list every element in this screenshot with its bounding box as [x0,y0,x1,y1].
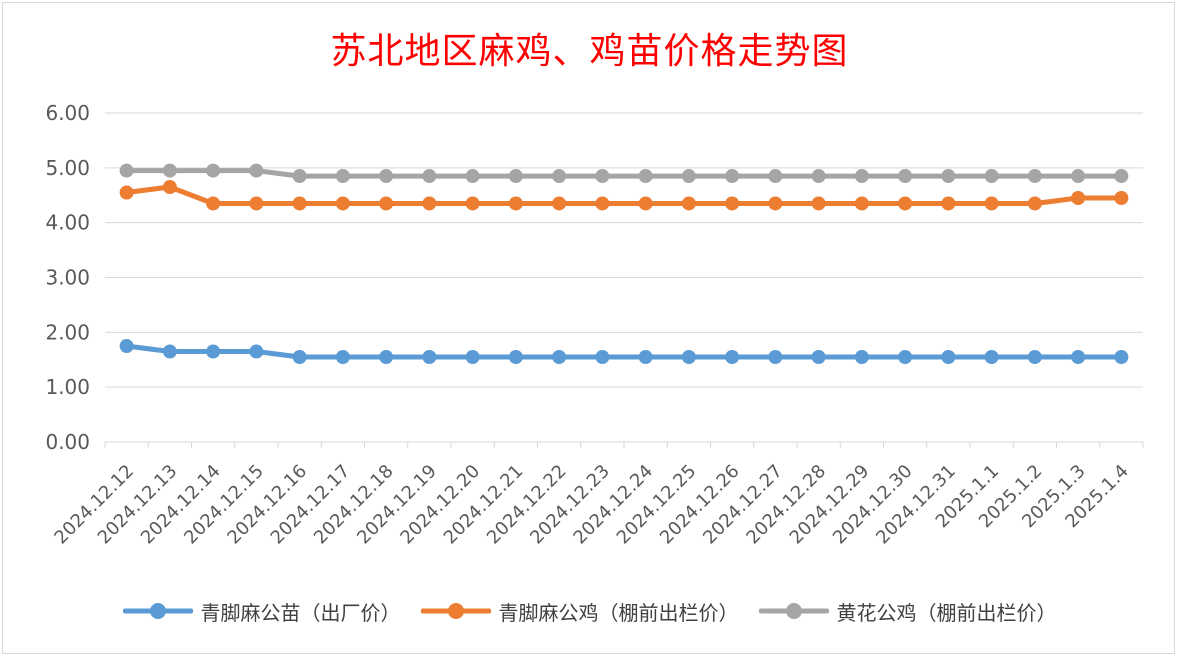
data-point-1-11 [595,196,610,211]
legend-item-seedling: 青脚麻公苗（出厂价） [122,597,401,626]
data-point-1-9 [508,196,523,211]
data-point-0-11 [595,350,610,365]
data-point-1-16 [811,196,826,211]
data-point-0-18 [898,350,913,365]
data-point-1-14 [725,196,740,211]
data-point-0-15 [768,350,783,365]
data-point-1-15 [768,196,783,211]
data-point-1-17 [854,196,869,211]
data-point-0-8 [465,350,480,365]
series-line-0 [124,343,1124,360]
data-point-2-12 [638,169,653,184]
data-point-0-14 [725,350,740,365]
data-point-1-1 [162,180,177,195]
data-point-2-20 [984,169,999,184]
data-point-0-7 [422,350,437,365]
data-point-0-16 [811,350,826,365]
data-point-2-16 [811,169,826,184]
data-point-0-20 [984,350,999,365]
data-point-2-4 [292,169,307,184]
data-point-1-8 [465,196,480,211]
data-point-0-13 [681,350,696,365]
data-point-2-2 [206,163,221,178]
data-point-2-21 [1027,169,1042,184]
legend-label-green-foot-rooster: 青脚麻公鸡（棚前出栏价） [498,600,739,625]
legend-item-green-foot-rooster: 青脚麻公鸡（棚前出栏价） [420,597,739,626]
legend-item-yellow-rooster: 黄花公鸡（棚前出栏价） [758,597,1057,626]
data-point-0-12 [638,350,653,365]
y-tick-label: 5.00 [45,156,90,180]
data-point-2-22 [1071,169,1086,184]
data-point-2-18 [898,169,913,184]
data-point-2-8 [465,169,480,184]
data-point-1-7 [422,196,437,211]
data-point-2-17 [854,169,869,184]
data-point-1-4 [292,196,307,211]
data-point-1-23 [1114,190,1129,205]
y-tick-label: 0.00 [45,430,90,454]
series-line-1 [124,184,1124,206]
data-point-0-22 [1071,350,1086,365]
y-tick-label: 2.00 [45,320,90,344]
data-point-1-3 [249,196,264,211]
data-point-1-22 [1071,190,1086,205]
data-point-2-5 [335,169,350,184]
data-point-0-17 [854,350,869,365]
y-tick-label: 6.00 [45,101,90,125]
y-tick-label: 4.00 [45,211,90,235]
legend: 青脚麻公苗（出厂价） 青脚麻公鸡（棚前出栏价） 黄花公鸡（棚前出栏价） [0,596,1179,626]
series-line-2 [124,168,1124,179]
data-point-2-19 [941,169,956,184]
data-point-2-10 [552,169,567,184]
data-point-0-1 [162,344,177,359]
data-point-1-21 [1027,196,1042,211]
data-point-1-20 [984,196,999,211]
data-point-2-1 [162,163,177,178]
data-point-2-6 [379,169,394,184]
data-point-0-6 [379,350,394,365]
chart-title: 苏北地区麻鸡、鸡苗价格走势图 [330,31,849,72]
legend-label-seedling: 青脚麻公苗（出厂价） [200,600,401,625]
data-point-0-0 [119,339,134,354]
data-point-2-0 [119,163,134,178]
legend-marker-yellow-rooster [758,603,829,619]
data-point-0-10 [552,350,567,365]
legend-marker-seedling [122,603,193,619]
data-point-1-5 [335,196,350,211]
data-point-1-2 [206,196,221,211]
data-point-0-2 [206,344,221,359]
data-point-0-9 [508,350,523,365]
data-point-2-23 [1114,169,1129,184]
data-point-0-3 [249,344,264,359]
data-point-0-19 [941,350,956,365]
data-point-2-13 [681,169,696,184]
data-point-1-19 [941,196,956,211]
y-tick-label: 3.00 [45,266,90,290]
data-point-1-18 [898,196,913,211]
data-point-1-6 [379,196,394,211]
data-point-2-3 [249,163,264,178]
data-point-0-21 [1027,350,1042,365]
data-point-1-13 [681,196,696,211]
y-tick-label: 1.00 [45,375,90,399]
data-point-2-7 [422,169,437,184]
legend-label-yellow-rooster: 黄花公鸡（棚前出栏价） [836,600,1057,625]
data-point-0-23 [1114,350,1129,365]
data-point-2-15 [768,169,783,184]
data-point-1-12 [638,196,653,211]
data-point-2-9 [508,169,523,184]
data-point-2-14 [725,169,740,184]
data-point-2-11 [595,169,610,184]
data-point-0-4 [292,350,307,365]
data-point-1-0 [119,185,134,200]
legend-marker-green-foot-rooster [420,603,491,619]
data-point-1-10 [552,196,567,211]
data-point-0-5 [335,350,350,365]
